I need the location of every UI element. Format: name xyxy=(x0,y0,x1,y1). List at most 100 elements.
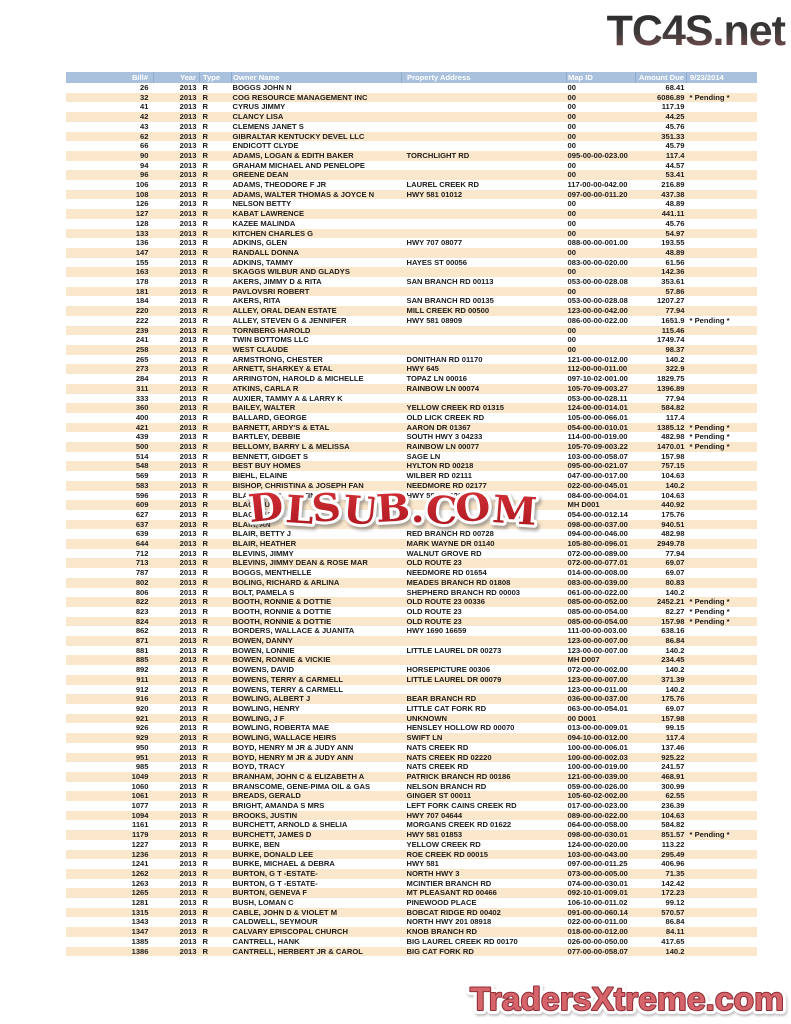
cell-type: R xyxy=(202,529,208,539)
cell-status xyxy=(687,549,758,559)
cell-year: 2013 xyxy=(179,102,197,112)
tax-roll-table: Bill# Year Type Owner Name Property Address M… xyxy=(66,72,758,957)
cell-owner: BLEVINS, JIMMY xyxy=(232,548,294,558)
cell-status xyxy=(687,374,758,384)
cell-status xyxy=(686,907,757,918)
table-row: 163 2013 R SKAGGS WILBUR AND GLADYS 00 142.36 xyxy=(66,267,757,278)
cell-status xyxy=(687,219,758,229)
cell-year: 2013 xyxy=(153,927,200,937)
cell-year: 2013 xyxy=(153,830,200,840)
cell-type: R xyxy=(202,471,208,481)
cell-map-id: 111-00-00-003.00 xyxy=(567,626,628,636)
cell-owner: BOWLING, J F xyxy=(231,713,402,724)
cell-bill: 985 xyxy=(135,762,149,772)
cell-map-id: 074-00-00-030.01 xyxy=(567,878,628,888)
cell-bill: 916 xyxy=(66,694,154,704)
cell-map-id: 100-00-00-019.00 xyxy=(567,762,628,772)
cell-status xyxy=(687,743,758,753)
cell-amount: 638.16 xyxy=(661,626,685,636)
cell-owner: ARRINGTON, HAROLD & MICHELLE xyxy=(232,374,364,384)
cell-year: 2013 xyxy=(153,655,200,666)
cell-year: 2013 xyxy=(153,500,200,510)
cell-map-id: 026-00-00-050.00 xyxy=(567,936,628,946)
cell-bill: 241 xyxy=(135,335,149,345)
cell-type: R xyxy=(199,383,232,394)
table-row: 1265 2013 R BURTON, GENEVA F MT PLEASANT RD … xyxy=(66,888,757,899)
cell-map-id: 00 xyxy=(567,160,576,170)
cell-year: 2013 xyxy=(179,374,197,384)
cell-type: R xyxy=(202,645,208,655)
cell-owner: BOLT, PAMELA S xyxy=(232,587,295,597)
cell-year: 2013 xyxy=(153,946,200,957)
cell-bill: 912 xyxy=(135,684,149,694)
cell-map-id: 018-00-00-012.00 xyxy=(566,927,636,937)
cell-status xyxy=(686,247,757,258)
cell-owner: BOYD, TRACY xyxy=(232,762,285,772)
cell-owner: BOLING, RICHARD & ARLINA xyxy=(231,577,402,588)
cell-amount: 77.94 xyxy=(665,548,685,558)
table-row: 806 2013 R BOLT, PAMELA S SHEPHERD BRANCH RD… xyxy=(66,588,757,598)
cell-bill: 514 xyxy=(135,451,149,461)
cell-address: WALNUT GROVE RD xyxy=(406,548,482,558)
cell-type: R xyxy=(202,936,208,946)
cell-owner: BIEHL, ELAINE xyxy=(232,471,288,481)
table-row: 926 2013 R BOWLING, ROBERTA MAE HENSLEY HOLL… xyxy=(66,723,757,733)
cell-type: R xyxy=(202,684,208,694)
cell-year: 2013 xyxy=(153,170,200,181)
cell-amount: 104.63 xyxy=(635,810,687,821)
cell-map-id: 072-00-00-089.00 xyxy=(567,548,628,558)
tradersxtreme-logo[interactable]: TradersXtreme.com TradersXtreme.com xyxy=(460,979,791,1023)
cell-map-id: 054-00-00-012.14 xyxy=(567,509,628,519)
cell-amount: 140.2 xyxy=(665,587,685,597)
cell-bill: 1315 xyxy=(66,907,154,918)
cell-status xyxy=(687,394,758,404)
cell-bill: 133 xyxy=(66,228,154,239)
cell-map-id: 094-10-00-012.00 xyxy=(566,733,636,743)
cell-address: HWY 707 04644 xyxy=(401,810,567,821)
cell-address: OLD LICK CREEK RD xyxy=(406,412,485,422)
cell-bill: 273 xyxy=(66,364,154,375)
cell-type: R xyxy=(199,131,232,142)
cell-bill: 921 xyxy=(66,713,154,724)
cell-address xyxy=(402,510,567,520)
cell-map-id: 036-00-00-037.00 xyxy=(566,694,636,704)
cell-type: R xyxy=(202,762,208,772)
cell-address xyxy=(401,170,567,181)
cell-year: 2013 xyxy=(153,519,200,530)
cell-owner: BOGGS JOHN N xyxy=(232,83,292,92)
cell-year: 2013 xyxy=(153,150,200,161)
table-row: 1060 2013 R BRANSCOME, GENE-PIMA OIL & GAS N… xyxy=(66,782,757,792)
cell-year: 2013 xyxy=(153,888,200,899)
cell-status xyxy=(687,510,758,520)
cell-year: 2013 xyxy=(153,616,200,627)
cell-year: 2013 xyxy=(179,626,197,636)
cell-status xyxy=(687,801,758,811)
cell-bill: 181 xyxy=(66,286,154,297)
cell-address: LEFT FORK CAINS CREEK RD xyxy=(406,801,517,811)
cell-owner: BLACKBURN xyxy=(232,509,282,519)
cell-map-id: 112-00-00-011.00 xyxy=(566,364,636,375)
table-row: 1347 2013 R CALVARY EPISCOPAL CHURCH KNOB BR… xyxy=(66,927,757,937)
cell-address: HWY 707 08077 xyxy=(406,238,463,248)
cell-owner: BURKE, DONALD LEE xyxy=(231,849,402,860)
cell-status: * Pending * xyxy=(686,597,757,607)
cell-status xyxy=(687,102,758,112)
cell-map-id: 054-00-00-010.01 xyxy=(566,422,636,433)
cell-type: R xyxy=(199,830,232,840)
cell-address xyxy=(401,112,567,122)
cell-status xyxy=(686,888,757,899)
site-logo-tc4s[interactable]: TC4S.net xyxy=(585,4,787,56)
cell-year: 2013 xyxy=(153,267,200,278)
cell-year: 2013 xyxy=(153,539,200,549)
cell-address: MCINTIER BRANCH RD xyxy=(406,878,492,888)
cell-amount: 54.97 xyxy=(635,228,687,239)
table-row: 1263 2013 R BURTON, G T -ESTATE- MCINTIER BR… xyxy=(66,879,757,889)
cell-bill: 220 xyxy=(66,306,154,316)
cell-amount: 57.86 xyxy=(635,286,687,297)
cell-status xyxy=(687,238,758,248)
cell-amount: 940.51 xyxy=(635,519,687,530)
cell-status xyxy=(687,568,758,578)
cell-address: BIG CAT FORK RD xyxy=(401,946,567,957)
cell-type: R xyxy=(199,150,232,161)
cell-map-id: 088-00-00-001.00 xyxy=(567,238,628,248)
